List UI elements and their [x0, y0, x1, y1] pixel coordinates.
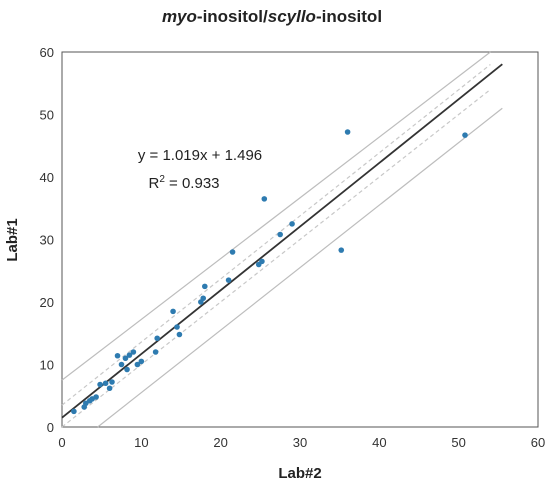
x-tick-label: 30 — [293, 435, 307, 450]
data-point — [106, 385, 113, 392]
regression-equation: y = 1.019x + 1.496 — [138, 147, 262, 164]
title-part: myo — [162, 7, 197, 26]
title-part: -inositol — [316, 7, 382, 26]
x-tick-label: 20 — [213, 435, 227, 450]
data-point — [114, 352, 121, 359]
data-point — [152, 349, 159, 355]
data-point — [122, 355, 129, 362]
data-points — [71, 129, 468, 415]
data-point — [174, 324, 180, 330]
y-tick-label: 50 — [40, 108, 54, 123]
x-tick-label: 50 — [451, 435, 465, 450]
data-point — [134, 361, 141, 368]
data-point — [462, 132, 468, 138]
data-point — [289, 221, 295, 227]
data-point — [229, 249, 236, 255]
chart-title: myo-inositol/scyllo-inositol — [162, 7, 382, 26]
regression-line — [61, 63, 503, 419]
regression-line-group — [61, 63, 503, 419]
data-point — [109, 379, 115, 385]
data-point — [202, 283, 208, 290]
y-tick-label: 20 — [40, 295, 54, 310]
r-squared-superscript: 2 — [159, 174, 165, 185]
data-point — [126, 352, 133, 358]
data-point — [261, 196, 268, 202]
x-axis-label: Lab#2 — [278, 465, 321, 482]
plot-border — [61, 51, 539, 428]
r-squared-symbol: R — [148, 175, 159, 192]
title-part: scyllo — [268, 7, 316, 26]
x-tick-label: 0 — [58, 435, 65, 450]
data-point — [154, 335, 160, 342]
y-tick-label: 10 — [40, 358, 54, 373]
data-point — [200, 295, 207, 302]
y-tick-labels: 0 10 20 30 40 50 60 — [40, 45, 54, 435]
data-point — [338, 247, 345, 253]
confidence-lower-line — [61, 89, 491, 428]
bound-lines — [61, 51, 503, 428]
r-squared-label: R2 = 0.933 — [148, 174, 219, 192]
y-tick-label: 0 — [47, 420, 54, 435]
lower-bound-line — [97, 107, 503, 428]
data-point — [259, 258, 265, 265]
x-tick-labels: 0 10 20 30 40 50 60 — [58, 435, 545, 450]
x-tick-label: 60 — [531, 435, 545, 450]
plot-frame — [61, 51, 539, 428]
y-tick-label: 60 — [40, 45, 54, 60]
data-point — [97, 381, 103, 388]
data-point — [225, 277, 232, 283]
data-point — [138, 358, 145, 365]
x-tick-label: 40 — [372, 435, 386, 450]
confidence-upper-line — [61, 64, 491, 406]
data-point — [344, 129, 351, 135]
y-tick-label: 30 — [40, 233, 54, 248]
data-point — [277, 231, 283, 238]
upper-bound-line — [61, 51, 491, 381]
data-point — [71, 408, 77, 415]
data-point — [170, 308, 176, 315]
data-point — [102, 380, 109, 387]
data-point — [93, 394, 99, 400]
data-point — [176, 331, 183, 338]
data-point — [118, 361, 125, 368]
y-axis-label: Lab#1 — [4, 218, 21, 261]
r-squared-value: = 0.933 — [165, 175, 220, 192]
data-point — [124, 366, 130, 373]
data-point — [130, 349, 137, 355]
title-part: -inositol/ — [197, 7, 268, 26]
x-tick-label: 10 — [134, 435, 148, 450]
y-tick-label: 40 — [40, 170, 54, 185]
